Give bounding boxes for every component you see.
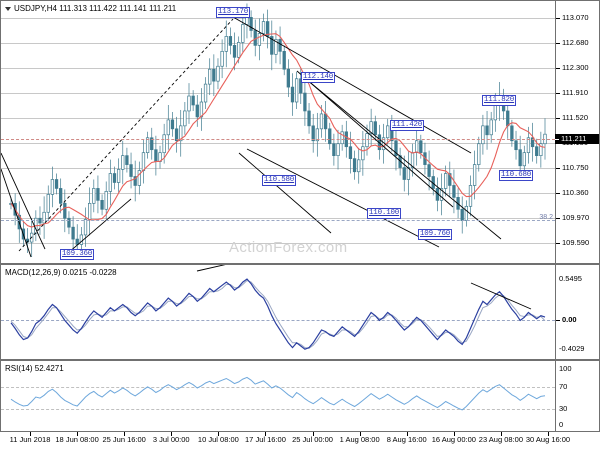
time-tick bbox=[453, 432, 455, 436]
symbol-header-text: USDJPY,H4 111.313 111.422 111.141 111.21… bbox=[14, 4, 177, 13]
trendline-rising-dashed bbox=[18, 18, 234, 252]
time-tick bbox=[218, 432, 220, 436]
gridline bbox=[1, 193, 555, 194]
time-tick-label: 18 Jun 08:00 bbox=[55, 435, 99, 444]
axis-tick: 112.680 bbox=[556, 38, 600, 48]
axis-tick: 111.520 bbox=[556, 113, 600, 123]
trendline-falling-upper bbox=[232, 16, 472, 154]
time-tick bbox=[359, 432, 361, 436]
time-tick bbox=[265, 432, 267, 436]
gridline bbox=[1, 43, 555, 44]
annotation-112-140[interactable]: 112.140 bbox=[301, 72, 336, 83]
time-tick-label: 1 Aug 08:00 bbox=[339, 435, 380, 444]
axis-tick: 70 bbox=[559, 382, 568, 392]
annotation-109-760[interactable]: 109.760 bbox=[418, 229, 453, 240]
fib-level-line bbox=[1, 220, 555, 221]
gridline bbox=[1, 93, 555, 94]
rsi-level-30-line bbox=[1, 409, 555, 410]
rsi-line bbox=[10, 376, 546, 411]
time-tick-label: 8 Aug 16:00 bbox=[386, 435, 427, 444]
time-tick-label: 16 Aug 00:00 bbox=[431, 435, 476, 444]
time-tick-label: 3 Jul 00:00 bbox=[152, 435, 190, 444]
time-axis[interactable]: 11 Jun 2018 18 Jun 08:00 25 Jun 16:00 3 Jul… bbox=[0, 432, 600, 450]
axis-tick: 30 bbox=[559, 404, 568, 414]
time-tick bbox=[312, 432, 314, 436]
rsi-plot-area[interactable] bbox=[1, 361, 555, 431]
gridline bbox=[1, 218, 555, 219]
trendline-rising-lower bbox=[1, 152, 46, 250]
current-price-line bbox=[1, 139, 555, 140]
macd-axis[interactable]: 0.5495 0.00 -0.4029 bbox=[555, 265, 599, 359]
time-tick-label: 25 Jun 16:00 bbox=[102, 435, 146, 444]
time-tick bbox=[500, 432, 502, 436]
symbol-header: USDJPY,H4 111.313 111.422 111.141 111.21… bbox=[5, 4, 176, 13]
macd-trendline-2 bbox=[196, 265, 226, 272]
annotation-110-100[interactable]: 110.100 bbox=[367, 208, 402, 219]
axis-tick: 100 bbox=[559, 364, 572, 374]
rsi-title: RSI(14) 52.4271 bbox=[5, 364, 64, 373]
annotation-111-820[interactable]: 111.820 bbox=[482, 95, 517, 106]
time-tick-label: 25 Jul 00:00 bbox=[292, 435, 333, 444]
macd-title: MACD(12,26,9) 0.0215 -0.0228 bbox=[5, 268, 117, 277]
price-plot-area[interactable]: ActionForex.com bbox=[1, 1, 555, 263]
time-tick bbox=[124, 432, 126, 436]
axis-tick: 112.300 bbox=[556, 63, 600, 73]
annotation-110-680[interactable]: 110.680 bbox=[499, 170, 534, 181]
triangle-down-icon[interactable] bbox=[5, 6, 11, 11]
time-tick-label: 11 Jun 2018 bbox=[9, 435, 51, 444]
time-tick bbox=[77, 432, 79, 436]
annotation-113-170[interactable]: 113.170 bbox=[216, 7, 251, 18]
trendline-rising-from-110580-b bbox=[246, 148, 440, 248]
macd-series-svg bbox=[10, 265, 546, 350]
axis-tick: -0.4029 bbox=[559, 344, 585, 354]
rsi-panel[interactable]: RSI(14) 52.4271 100 70 30 0 bbox=[0, 360, 600, 432]
annotation-111-420[interactable]: 111.420 bbox=[390, 120, 425, 131]
price-axis[interactable]: 113.070112.680112.300111.910111.520111.1… bbox=[555, 1, 600, 272]
macd-main-line bbox=[10, 278, 546, 350]
time-tick-label: 30 Aug 16:00 bbox=[525, 435, 571, 444]
axis-tick: 109.590 bbox=[556, 238, 600, 248]
time-tick-label: 10 Jul 08:00 bbox=[197, 435, 239, 444]
axis-tick: 0 bbox=[559, 420, 564, 430]
axis-tick: 113.070 bbox=[556, 13, 600, 23]
time-tick bbox=[548, 432, 549, 436]
time-tick bbox=[30, 432, 31, 436]
current-price-label: 111.211 bbox=[555, 134, 599, 144]
macd-plot-area[interactable] bbox=[1, 265, 555, 359]
axis-tick: 0.00 bbox=[556, 315, 600, 325]
trendline-rising-from-110580 bbox=[238, 152, 332, 234]
rsi-series-svg bbox=[10, 376, 546, 411]
price-series-svg bbox=[1, 3, 547, 260]
gridline bbox=[1, 168, 555, 169]
gridline bbox=[1, 243, 555, 244]
time-tick-label: 23 Aug 08:00 bbox=[478, 435, 524, 444]
fib-level-label: 38.2 bbox=[539, 214, 553, 221]
macd-trendline bbox=[470, 282, 532, 310]
price-chart-panel[interactable]: ActionForex.com bbox=[0, 0, 600, 272]
time-tick bbox=[406, 432, 408, 436]
macd-panel[interactable]: MACD(12,26,9) 0.0215 -0.0228 0.5495 0.00 -… bbox=[0, 264, 600, 360]
axis-tick: 110.750 bbox=[556, 163, 600, 173]
macd-signal-line bbox=[10, 279, 546, 349]
axis-tick: 111.910 bbox=[556, 88, 600, 98]
moving-average-line bbox=[10, 33, 546, 228]
gridline bbox=[1, 68, 555, 69]
trendline-falling-lower bbox=[300, 74, 502, 240]
axis-tick: 109.970 bbox=[556, 213, 600, 223]
time-tick-label: 17 Jul 16:00 bbox=[245, 435, 286, 444]
rsi-axis[interactable]: 100 70 30 0 bbox=[555, 361, 599, 431]
gridline bbox=[1, 143, 555, 144]
annotation-109-360[interactable]: 109.360 bbox=[60, 249, 95, 260]
annotation-110-580[interactable]: 110.580 bbox=[262, 175, 297, 186]
trendline-rising-lower-2 bbox=[1, 168, 32, 258]
rsi-level-70-line bbox=[1, 387, 555, 388]
time-tick bbox=[171, 432, 173, 436]
gridline bbox=[1, 118, 555, 119]
gridline bbox=[1, 18, 555, 19]
axis-tick: 0.5495 bbox=[559, 274, 582, 284]
watermark: ActionForex.com bbox=[229, 239, 348, 256]
axis-tick: 110.360 bbox=[556, 188, 600, 198]
